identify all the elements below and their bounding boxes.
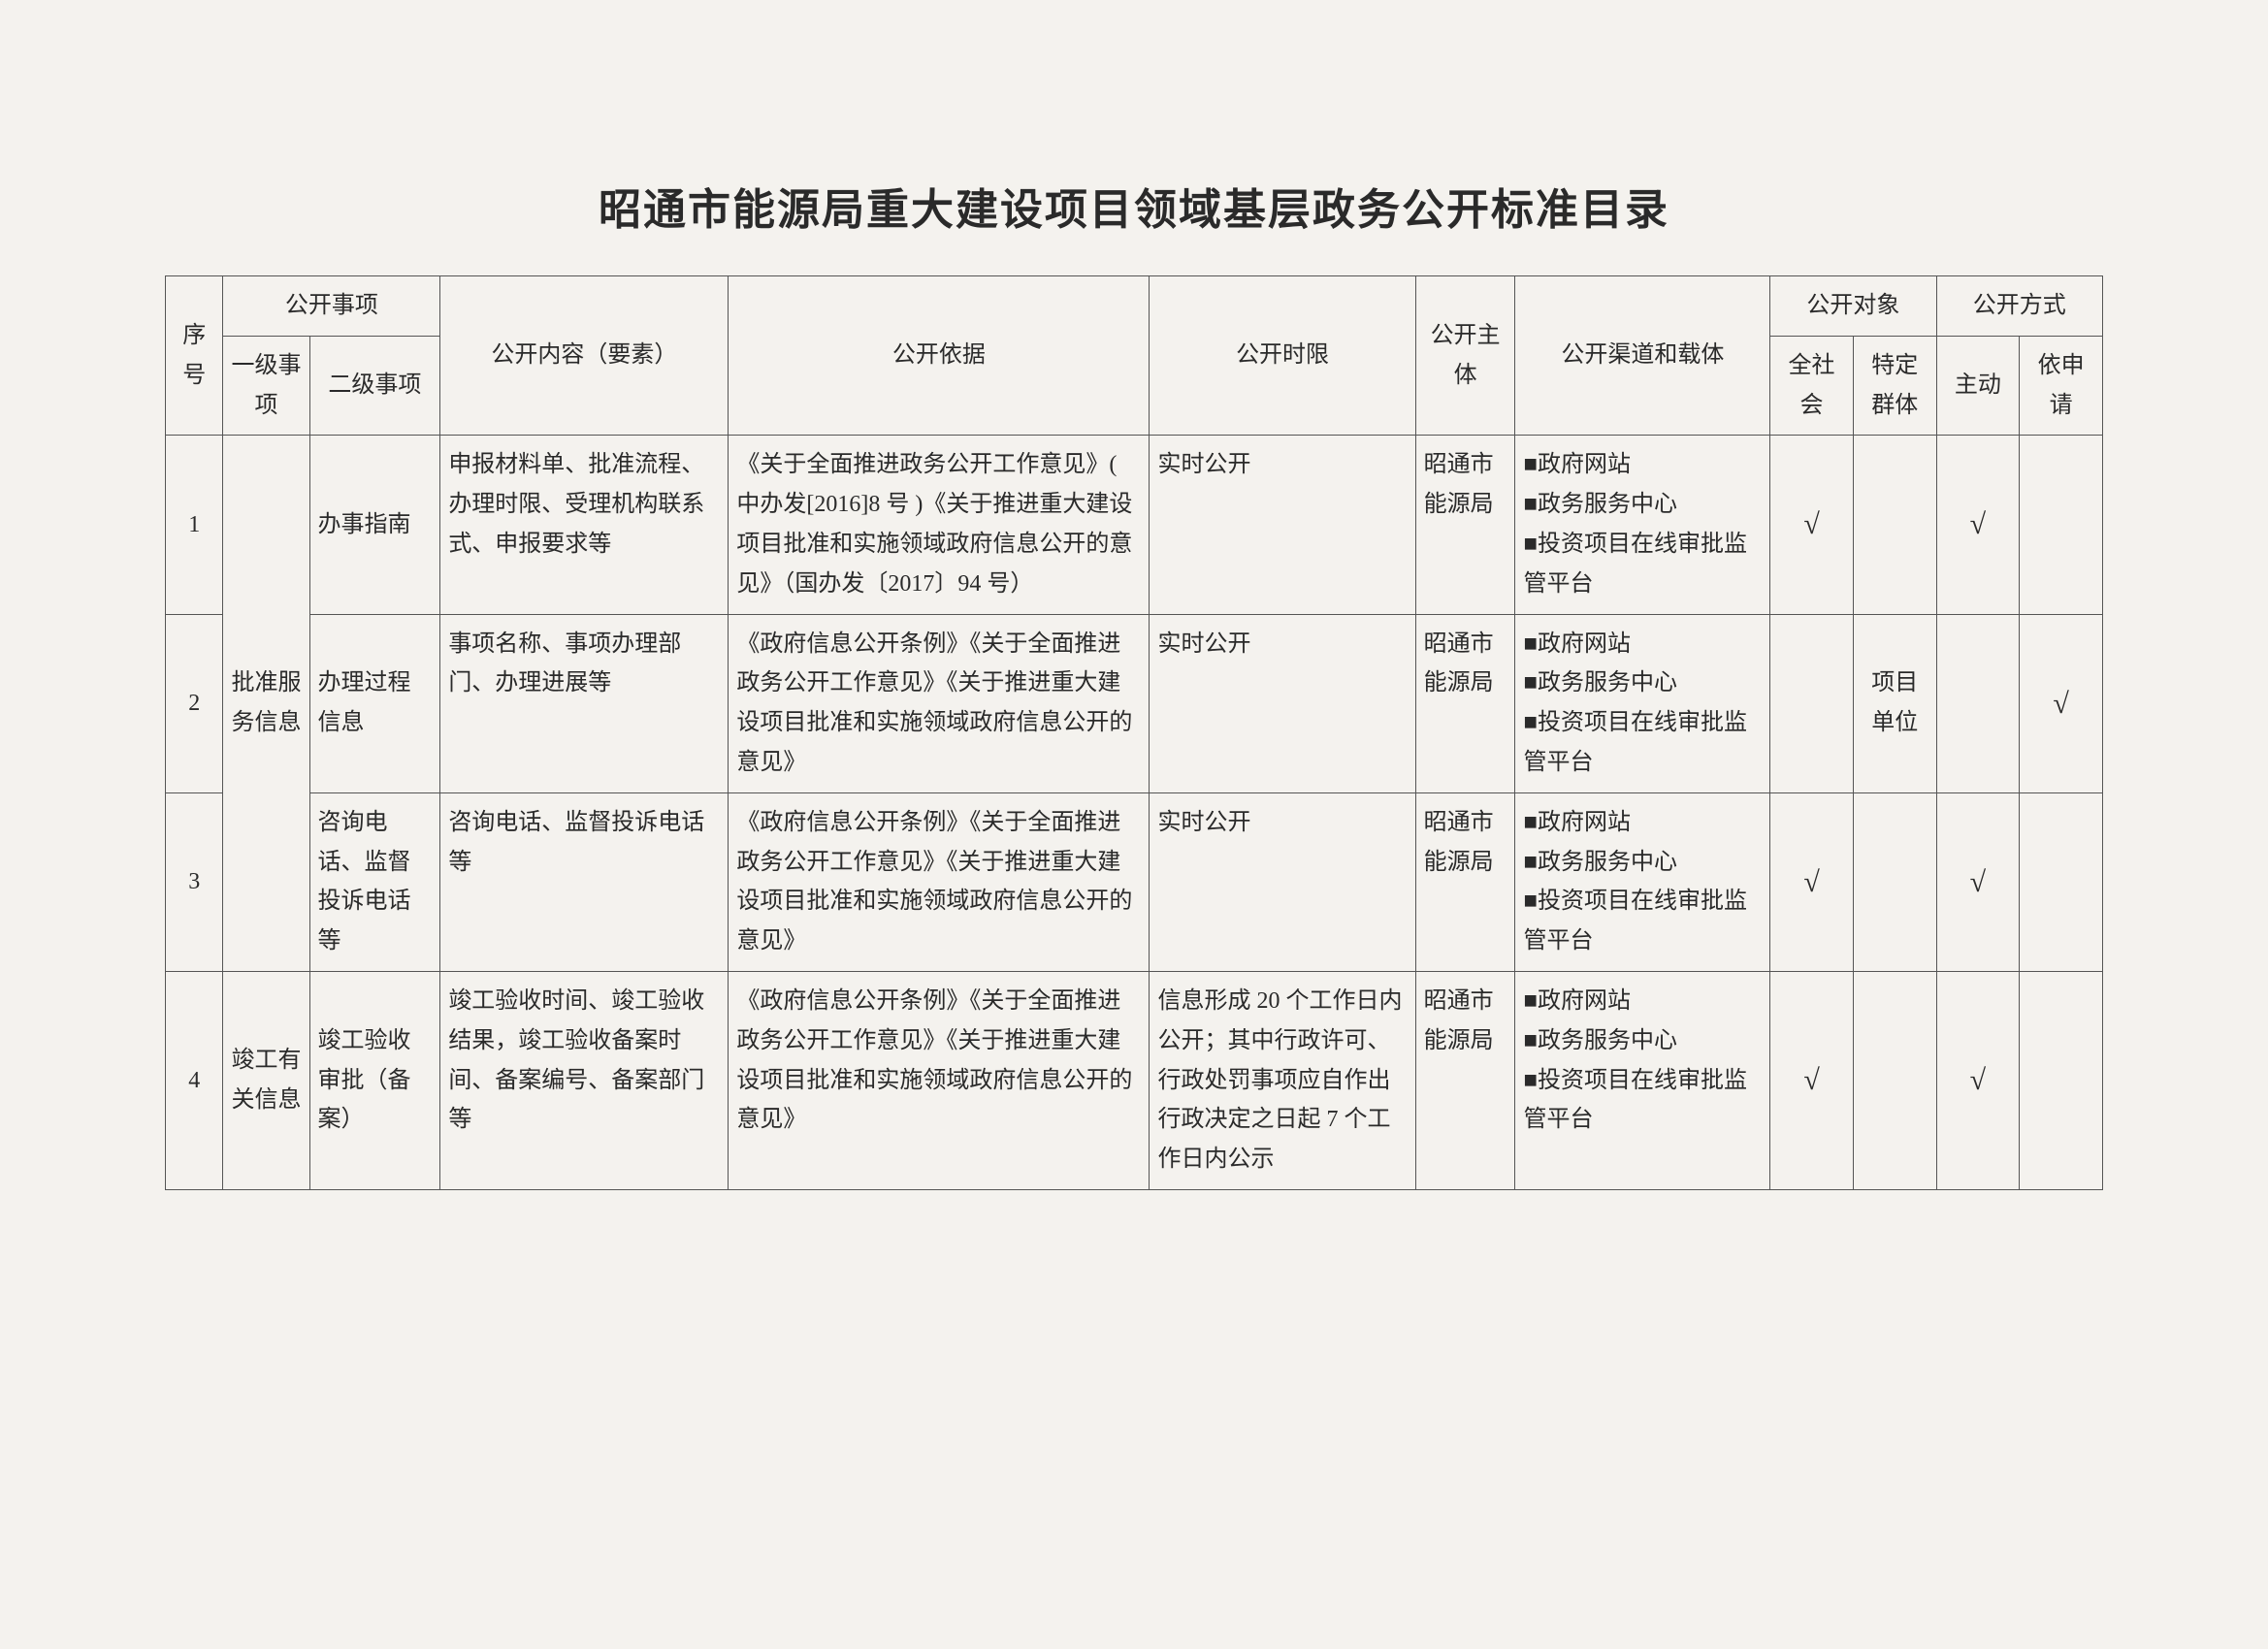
th-lvl1: 一级事项 — [223, 336, 309, 436]
th-content: 公开内容（要素） — [440, 276, 729, 436]
cell-mode-active: √ — [1936, 792, 2020, 971]
table-row: 3 咨询电话、监督投诉电话等 咨询电话、监督投诉电话等 《政府信息公开条例》《关… — [166, 792, 2103, 971]
cell-seq: 1 — [166, 436, 223, 614]
th-aud-all: 全社会 — [1770, 336, 1854, 436]
th-aud-spec: 特定群体 — [1853, 336, 1936, 436]
th-channel: 公开渠道和载体 — [1515, 276, 1770, 436]
cell-subject: 昭通市能源局 — [1415, 614, 1515, 792]
th-audience: 公开对象 — [1770, 276, 1936, 337]
cell-aud-spec — [1853, 792, 1936, 971]
th-mode-apply: 依申请 — [2020, 336, 2103, 436]
cell-aud-all: √ — [1770, 792, 1854, 971]
cell-content: 咨询电话、监督投诉电话等 — [440, 792, 729, 971]
cell-timelimit: 实时公开 — [1150, 436, 1415, 614]
cell-aud-spec — [1853, 436, 1936, 614]
cell-aud-spec — [1853, 971, 1936, 1189]
cell-seq: 4 — [166, 971, 223, 1189]
th-lvl2: 二级事项 — [309, 336, 440, 436]
cell-subject: 昭通市能源局 — [1415, 971, 1515, 1189]
th-subject: 公开主体 — [1415, 276, 1515, 436]
cell-mode-apply: √ — [2020, 614, 2103, 792]
table-row: 1 批准服务信息 办事指南 申报材料单、批准流程、办理时限、受理机构联系式、申报… — [166, 436, 2103, 614]
cell-basis: 《政府信息公开条例》《关于全面推进政务公开工作意见》《关于推进重大建设项目批准和… — [729, 614, 1150, 792]
cell-channel: ■政府网站 ■政务服务中心 ■投资项目在线审批监管平台 — [1515, 614, 1770, 792]
cell-lvl2: 竣工验收审批（备案） — [309, 971, 440, 1189]
cell-content: 事项名称、事项办理部门、办理进展等 — [440, 614, 729, 792]
cell-content: 竣工验收时间、竣工验收结果，竣工验收备案时间、备案编号、备案部门等 — [440, 971, 729, 1189]
header-row-1: 序号 公开事项 公开内容（要素） 公开依据 公开时限 公开主体 公开渠道和载体 … — [166, 276, 2103, 337]
th-mode-active: 主动 — [1936, 336, 2020, 436]
th-seq: 序号 — [166, 276, 223, 436]
th-matters: 公开事项 — [223, 276, 440, 337]
cell-channel: ■政府网站 ■政务服务中心 ■投资项目在线审批监管平台 — [1515, 436, 1770, 614]
cell-lvl2: 咨询电话、监督投诉电话等 — [309, 792, 440, 971]
cell-timelimit: 实时公开 — [1150, 614, 1415, 792]
table-row: 2 办理过程信息 事项名称、事项办理部门、办理进展等 《政府信息公开条例》《关于… — [166, 614, 2103, 792]
cell-subject: 昭通市能源局 — [1415, 792, 1515, 971]
cell-basis: 《关于全面推进政务公开工作意见》( 中办发[2016]8 号 )《关于推进重大建… — [729, 436, 1150, 614]
th-mode: 公开方式 — [1936, 276, 2102, 337]
cell-mode-active: √ — [1936, 436, 2020, 614]
cell-mode-apply — [2020, 792, 2103, 971]
cell-mode-apply — [2020, 436, 2103, 614]
cell-mode-active: √ — [1936, 971, 2020, 1189]
cell-content: 申报材料单、批准流程、办理时限、受理机构联系式、申报要求等 — [440, 436, 729, 614]
cell-seq: 2 — [166, 614, 223, 792]
cell-lvl1: 批准服务信息 — [223, 436, 309, 972]
document-title: 昭通市能源局重大建设项目领域基层政务公开标准目录 — [165, 175, 2103, 237]
catalog-table: 序号 公开事项 公开内容（要素） 公开依据 公开时限 公开主体 公开渠道和载体 … — [165, 275, 2103, 1190]
table-row: 4 竣工有关信息 竣工验收审批（备案） 竣工验收时间、竣工验收结果，竣工验收备案… — [166, 971, 2103, 1189]
cell-channel: ■政府网站 ■政务服务中心 ■投资项目在线审批监管平台 — [1515, 971, 1770, 1189]
cell-seq: 3 — [166, 792, 223, 971]
th-basis: 公开依据 — [729, 276, 1150, 436]
th-timelimit: 公开时限 — [1150, 276, 1415, 436]
cell-channel: ■政府网站 ■政务服务中心 ■投资项目在线审批监管平台 — [1515, 792, 1770, 971]
cell-mode-active — [1936, 614, 2020, 792]
cell-subject: 昭通市能源局 — [1415, 436, 1515, 614]
cell-timelimit: 实时公开 — [1150, 792, 1415, 971]
cell-lvl2: 办事指南 — [309, 436, 440, 614]
cell-aud-spec: 项目单位 — [1853, 614, 1936, 792]
cell-lvl2: 办理过程信息 — [309, 614, 440, 792]
cell-aud-all: √ — [1770, 971, 1854, 1189]
cell-mode-apply — [2020, 971, 2103, 1189]
cell-basis: 《政府信息公开条例》《关于全面推进政务公开工作意见》《关于推进重大建设项目批准和… — [729, 971, 1150, 1189]
cell-lvl1: 竣工有关信息 — [223, 971, 309, 1189]
cell-basis: 《政府信息公开条例》《关于全面推进政务公开工作意见》《关于推进重大建设项目批准和… — [729, 792, 1150, 971]
cell-aud-all: √ — [1770, 436, 1854, 614]
cell-timelimit: 信息形成 20 个工作日内公开；其中行政许可、行政处罚事项应自作出行政决定之日起… — [1150, 971, 1415, 1189]
cell-aud-all — [1770, 614, 1854, 792]
